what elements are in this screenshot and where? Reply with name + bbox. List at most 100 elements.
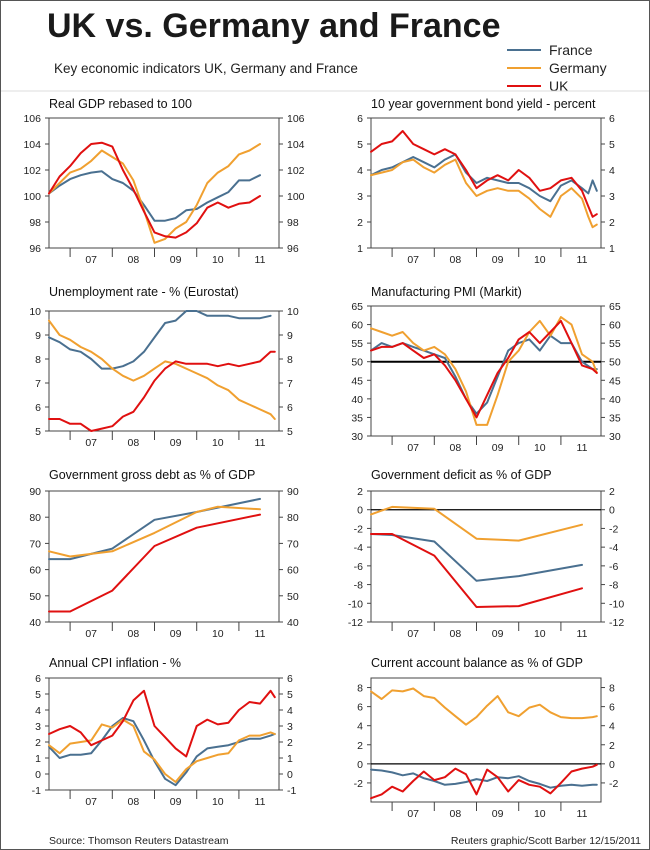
series-line-uk bbox=[370, 763, 598, 800]
y-tick-label-left: -2 bbox=[354, 523, 363, 535]
y-tick-label-right: 8 bbox=[609, 683, 615, 695]
y-tick-label-right: 6 bbox=[609, 702, 615, 714]
series-line-france bbox=[48, 310, 272, 370]
chart-panel-7: Annual CPI inflation - %07 08 09 10 11-1 -10 0… bbox=[32, 656, 297, 808]
y-tick-label-left: -4 bbox=[354, 542, 363, 554]
y-tick-label-right: 3 bbox=[287, 721, 293, 733]
y-tick-label-left: 45 bbox=[351, 375, 363, 387]
y-tick-label-right: 0 bbox=[609, 505, 615, 517]
y-tick-label-right: 40 bbox=[287, 617, 299, 629]
y-tick-label-right: 45 bbox=[609, 375, 621, 387]
chart-panel-2: 10 year government bond yield - percent 0… bbox=[357, 97, 615, 266]
x-tick-label: 09 bbox=[492, 442, 504, 454]
y-tick-label-left: 60 bbox=[29, 565, 41, 577]
y-tick-label-left: 106 bbox=[23, 113, 41, 125]
y-tick-label-right: -2 bbox=[609, 523, 618, 535]
y-tick-label-right: -1 bbox=[287, 785, 296, 797]
x-tick-label: 09 bbox=[492, 254, 504, 266]
series-line-france bbox=[370, 768, 598, 789]
chart-panel-1: Real GDP rebased to 100 07 08 09 10 11 96 96 98 9… bbox=[23, 97, 304, 266]
x-tick-label: 08 bbox=[450, 442, 462, 454]
x-tick-label: 09 bbox=[170, 254, 182, 266]
plot-frame bbox=[48, 490, 280, 623]
y-tick-label-right: -6 bbox=[609, 561, 618, 573]
plot-frame bbox=[370, 490, 602, 623]
y-tick-label-right: 2 bbox=[609, 740, 615, 752]
y-tick-label-right: 0 bbox=[287, 769, 293, 781]
y-tick-label-right: 5 bbox=[287, 426, 293, 438]
y-tick-label-left: 5 bbox=[35, 689, 41, 701]
y-tick-label-left: 0 bbox=[357, 759, 363, 771]
chart-title: Unemployment rate - % (Eurostat) bbox=[49, 285, 239, 299]
plot-frame bbox=[48, 310, 280, 432]
y-tick-label-right: 9 bbox=[287, 330, 293, 342]
y-tick-label-right: 4 bbox=[609, 165, 615, 177]
chart-title: Manufacturing PMI (Markit) bbox=[371, 285, 522, 299]
x-tick-label: 07 bbox=[85, 437, 97, 449]
y-tick-label-right: 100 bbox=[287, 191, 305, 203]
x-tick-label: 10 bbox=[212, 437, 224, 449]
y-tick-label-left: 9 bbox=[35, 330, 41, 342]
chart-title: Government deficit as % of GDP bbox=[371, 468, 552, 482]
series-line-france bbox=[370, 334, 598, 415]
series-line-uk bbox=[370, 130, 598, 218]
y-tick-label-right: 40 bbox=[609, 394, 621, 406]
y-tick-label-right: 2 bbox=[609, 486, 615, 498]
x-tick-label: 11 bbox=[577, 628, 588, 640]
y-tick-label-left: 100 bbox=[23, 191, 41, 203]
y-tick-label-left: 2 bbox=[357, 217, 363, 229]
credit-note: Reuters graphic/Scott Barber 12/15/2011 bbox=[451, 835, 641, 847]
page-title: UK vs. Germany and France bbox=[47, 7, 501, 45]
series-line-germany bbox=[370, 316, 598, 426]
y-tick-label-right: 50 bbox=[287, 591, 299, 603]
y-tick-label-right: 2 bbox=[609, 217, 615, 229]
y-tick-label-right: 5 bbox=[609, 139, 615, 151]
y-tick-label-left: -6 bbox=[354, 561, 363, 573]
y-tick-label-right: 8 bbox=[287, 354, 293, 366]
y-tick-label-left: 1 bbox=[35, 753, 41, 765]
series-line-france bbox=[370, 533, 583, 582]
y-tick-label-left: -12 bbox=[348, 617, 363, 629]
series-line-germany bbox=[370, 505, 583, 542]
y-tick-label-right: 0 bbox=[609, 759, 615, 771]
y-tick-label-left: 5 bbox=[357, 139, 363, 151]
y-tick-label-right: 60 bbox=[609, 320, 621, 332]
x-tick-label: 09 bbox=[170, 796, 182, 808]
series-line-uk bbox=[48, 141, 261, 239]
y-tick-label-left: 60 bbox=[351, 320, 363, 332]
series-line-france bbox=[48, 717, 276, 787]
y-tick-label-right: 3 bbox=[609, 191, 615, 203]
y-tick-label-left: 35 bbox=[351, 412, 363, 424]
x-tick-label: 08 bbox=[128, 628, 140, 640]
x-tick-label: 11 bbox=[577, 808, 588, 820]
plot-frame bbox=[370, 305, 602, 437]
y-tick-label-right: 102 bbox=[287, 165, 305, 177]
y-tick-label-left: 2 bbox=[357, 740, 363, 752]
y-tick-label-left: 30 bbox=[351, 431, 363, 443]
y-tick-label-right: 5 bbox=[287, 689, 293, 701]
y-tick-label-left: 0 bbox=[35, 769, 41, 781]
y-tick-label-left: 8 bbox=[357, 683, 363, 695]
x-tick-label: 07 bbox=[85, 254, 97, 266]
series-line-france bbox=[48, 170, 261, 222]
y-tick-label-left: 4 bbox=[357, 165, 363, 177]
x-tick-label: 08 bbox=[128, 254, 140, 266]
y-tick-label-right: 90 bbox=[287, 486, 299, 498]
series-line-germany bbox=[48, 505, 261, 558]
y-tick-label-left: 6 bbox=[35, 402, 41, 414]
x-tick-label: 07 bbox=[85, 796, 97, 808]
x-tick-label: 07 bbox=[407, 442, 419, 454]
y-tick-label-left: 3 bbox=[357, 191, 363, 203]
page-subtitle: Key economic indicators UK, Germany and … bbox=[54, 61, 358, 76]
y-tick-label-right: 106 bbox=[287, 113, 305, 125]
plot-frame bbox=[370, 117, 602, 249]
series-line-germany bbox=[48, 143, 261, 244]
y-tick-label-right: -10 bbox=[609, 598, 624, 610]
y-tick-label-right: 104 bbox=[287, 139, 305, 151]
x-tick-label: 11 bbox=[255, 628, 266, 640]
y-tick-label-right: 2 bbox=[287, 737, 293, 749]
x-tick-label: 09 bbox=[492, 628, 504, 640]
y-tick-label-right: 96 bbox=[287, 243, 299, 255]
y-tick-label-left: 0 bbox=[357, 505, 363, 517]
